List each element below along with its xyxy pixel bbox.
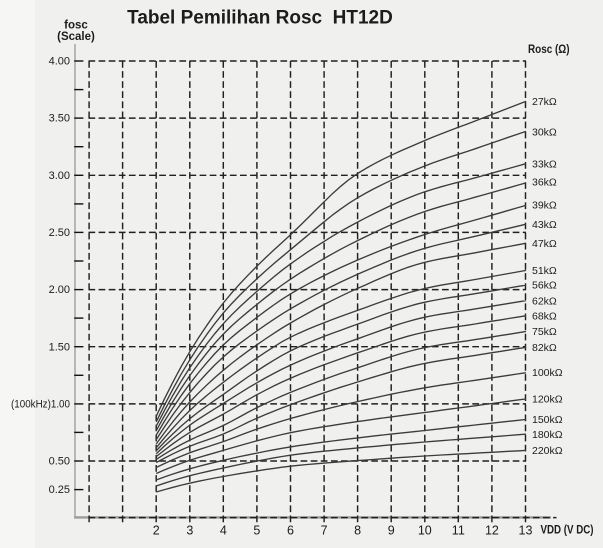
svg-text:33kΩ: 33kΩ — [532, 159, 557, 171]
svg-text:39kΩ: 39kΩ — [532, 200, 557, 212]
svg-text:68kΩ: 68kΩ — [532, 311, 557, 323]
svg-text:43kΩ: 43kΩ — [532, 219, 557, 231]
svg-text:(100kHz)1.00: (100kHz)1.00 — [11, 399, 70, 411]
svg-text:2.50: 2.50 — [49, 227, 70, 239]
svg-text:2.00: 2.00 — [49, 284, 70, 296]
svg-text:100kΩ: 100kΩ — [532, 367, 563, 379]
svg-text:12: 12 — [485, 524, 499, 538]
svg-text:47kΩ: 47kΩ — [532, 238, 557, 250]
svg-text:180kΩ: 180kΩ — [532, 429, 563, 441]
svg-text:4: 4 — [220, 524, 227, 538]
svg-text:11: 11 — [452, 524, 465, 538]
svg-text:3: 3 — [186, 524, 193, 538]
svg-text:Rosc (Ω): Rosc (Ω) — [528, 44, 570, 56]
svg-text:27kΩ: 27kΩ — [532, 96, 557, 108]
svg-text:36kΩ: 36kΩ — [532, 177, 557, 189]
svg-text:1.50: 1.50 — [49, 341, 70, 353]
svg-text:9: 9 — [388, 524, 395, 538]
svg-text:2: 2 — [153, 524, 160, 538]
svg-text:220kΩ: 220kΩ — [532, 445, 563, 457]
svg-text:120kΩ: 120kΩ — [532, 394, 563, 406]
svg-text:4.00: 4.00 — [49, 56, 70, 68]
svg-text:51kΩ: 51kΩ — [532, 265, 557, 277]
svg-text:(Scale): (Scale) — [57, 31, 95, 43]
svg-text:150kΩ: 150kΩ — [532, 414, 563, 426]
svg-text:10: 10 — [418, 524, 432, 538]
svg-text:56kΩ: 56kΩ — [532, 280, 557, 292]
svg-text:82kΩ: 82kΩ — [532, 342, 557, 354]
svg-text:VDD (V DC): VDD (V DC) — [541, 525, 594, 537]
svg-text:fosc: fosc — [64, 20, 88, 32]
svg-text:0.50: 0.50 — [49, 456, 70, 468]
svg-text:13: 13 — [519, 524, 533, 538]
svg-text:3.00: 3.00 — [49, 170, 70, 182]
svg-text:6: 6 — [287, 524, 294, 538]
svg-text:5: 5 — [253, 524, 260, 538]
svg-text:62kΩ: 62kΩ — [532, 295, 557, 307]
svg-text:8: 8 — [354, 524, 361, 538]
svg-text:Tabel Pemilihan Rosc HT12D: Tabel Pemilihan Rosc HT12D — [127, 8, 393, 29]
svg-text:7: 7 — [321, 524, 328, 538]
svg-text:30kΩ: 30kΩ — [532, 127, 557, 139]
svg-text:0.25: 0.25 — [49, 484, 70, 496]
svg-text:3.50: 3.50 — [49, 113, 70, 125]
svg-text:75kΩ: 75kΩ — [532, 326, 557, 338]
